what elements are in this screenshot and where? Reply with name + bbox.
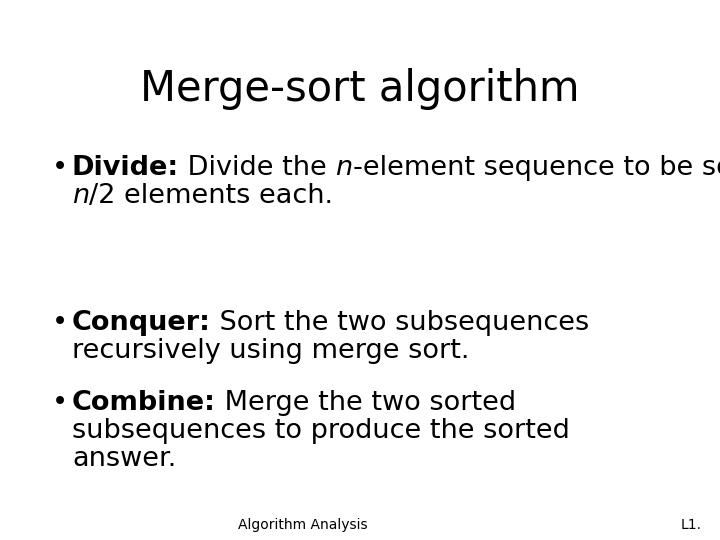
Text: •: •	[52, 390, 68, 416]
Text: Divide the: Divide the	[179, 155, 336, 181]
Text: Combine:: Combine:	[72, 390, 216, 416]
Text: subsequences to produce the sorted: subsequences to produce the sorted	[72, 418, 570, 444]
Text: Conquer:: Conquer:	[72, 310, 211, 336]
Text: answer.: answer.	[72, 446, 176, 472]
Text: -element sequence to be sorted into two subsequences of: -element sequence to be sorted into two …	[353, 155, 720, 181]
Text: Sort the two subsequences: Sort the two subsequences	[211, 310, 589, 336]
Text: Divide:: Divide:	[72, 155, 179, 181]
Text: /2 elements each.: /2 elements each.	[89, 183, 333, 209]
Text: •: •	[52, 310, 68, 336]
Text: Merge the two sorted: Merge the two sorted	[216, 390, 516, 416]
Text: Merge-sort algorithm: Merge-sort algorithm	[140, 68, 580, 110]
Text: n: n	[72, 183, 89, 209]
Text: •: •	[52, 155, 68, 181]
Text: L1.: L1.	[681, 518, 702, 532]
Text: n: n	[336, 155, 353, 181]
Text: Algorithm Analysis: Algorithm Analysis	[238, 518, 367, 532]
Text: recursively using merge sort.: recursively using merge sort.	[72, 338, 469, 364]
